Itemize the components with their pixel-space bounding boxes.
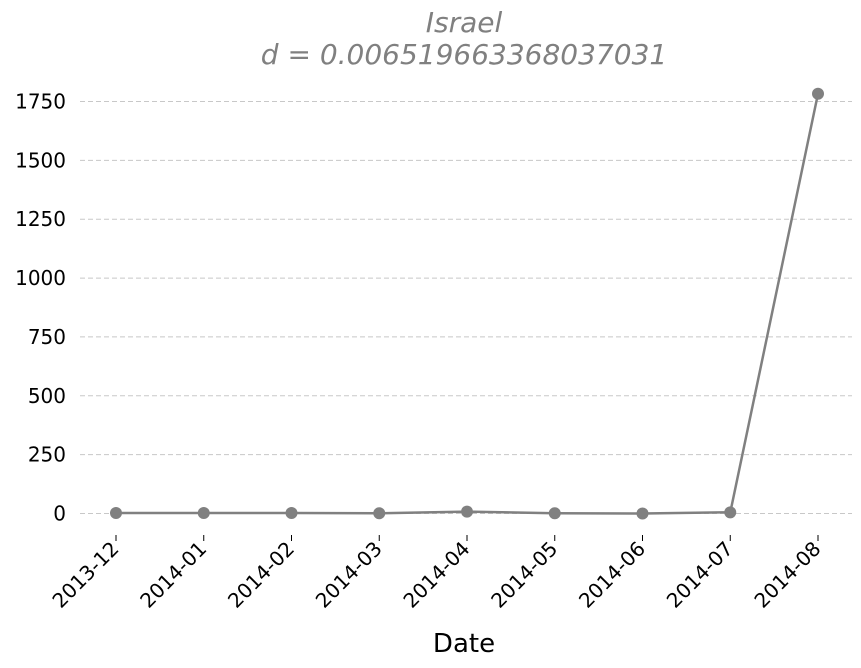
series-layer <box>110 87 824 520</box>
y-tick-label-1000: 1000 <box>15 266 66 290</box>
y-tick-label-250: 250 <box>28 443 66 467</box>
data-point-2014-01 <box>197 507 210 520</box>
chart-title: Israel <box>426 6 503 39</box>
data-point-2014-02 <box>285 507 298 520</box>
data-point-2014-06 <box>636 507 649 520</box>
x-tick-label-2013-12: 2013-12 <box>47 537 123 613</box>
data-point-2014-08 <box>812 87 824 100</box>
series-line-0 <box>116 93 820 515</box>
y-axis-ticks: 0 250 500 750 1000 1250 1500 1750 <box>15 90 66 526</box>
data-point-2014-05 <box>548 507 561 520</box>
x-axis-ticks: 2013-12 2014-01 2014-02 2014-03 2014-04 2014-… <box>47 535 826 613</box>
y-tick-label-1750: 1750 <box>15 90 66 114</box>
y-tick-label-500: 500 <box>28 384 66 408</box>
data-point-2014-04 <box>461 505 473 518</box>
x-tick-label-2014-04: 2014-04 <box>398 537 474 613</box>
x-tick-label-2014-01: 2014-01 <box>135 537 211 613</box>
y-tick-label-1250: 1250 <box>15 207 66 231</box>
data-point-2014-03 <box>373 507 386 520</box>
data-point-2014-07 <box>724 506 737 519</box>
data-point-2013-12 <box>110 507 122 520</box>
x-tick-label-2014-06: 2014-06 <box>574 537 650 613</box>
chart-subtitle: d = 0.006519663368037031 <box>261 38 667 71</box>
grid-layer <box>80 101 852 514</box>
x-tick-label-2014-03: 2014-03 <box>311 537 387 613</box>
y-tick-label-1500: 1500 <box>15 148 66 172</box>
y-tick-label-0: 0 <box>53 502 66 526</box>
x-tick-label-2014-02: 2014-02 <box>223 537 299 613</box>
x-axis-label: Date <box>433 629 495 659</box>
x-tick-label-2014-05: 2014-05 <box>486 537 562 613</box>
y-tick-label-750: 750 <box>28 325 66 349</box>
x-tick-label-2014-08: 2014-08 <box>749 537 825 613</box>
x-tick-label-2014-07: 2014-07 <box>662 537 738 613</box>
